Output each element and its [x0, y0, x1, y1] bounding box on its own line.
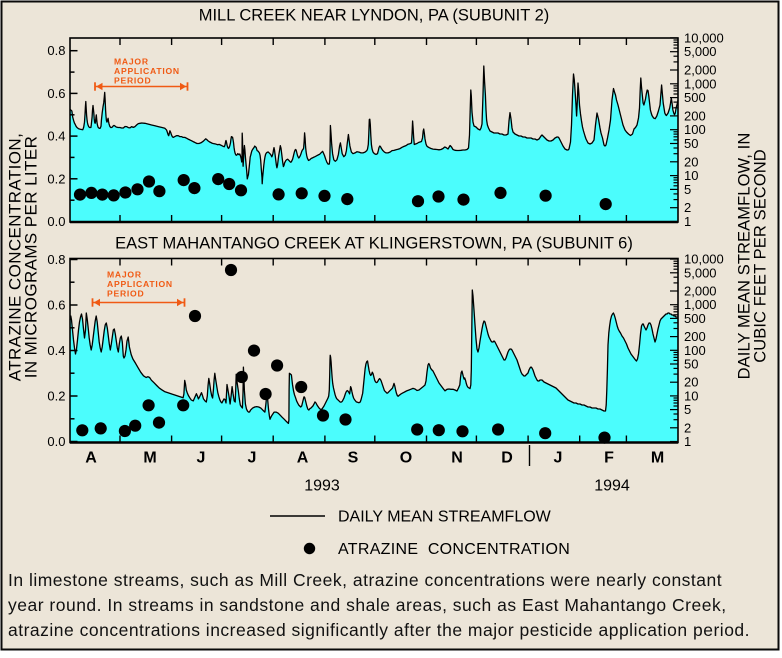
svg-text:500: 500: [684, 311, 706, 326]
svg-text:D: D: [501, 450, 513, 467]
svg-text:20: 20: [684, 154, 698, 169]
svg-text:A: A: [297, 450, 309, 467]
svg-text:J: J: [554, 450, 563, 467]
svg-text:2: 2: [684, 420, 691, 435]
svg-text:J: J: [197, 450, 206, 467]
svg-text:1994: 1994: [594, 478, 630, 495]
svg-text:1,000: 1,000: [684, 76, 717, 91]
svg-text:year round. In streams in sand: year round. In streams in sandstone and …: [8, 595, 727, 615]
svg-text:In limestone streams, such as: In limestone streams, such as Mill Creek…: [8, 570, 722, 590]
svg-text:A: A: [85, 450, 97, 467]
svg-text:F: F: [604, 450, 614, 467]
svg-text:0.4: 0.4: [47, 129, 65, 144]
svg-text:J: J: [248, 450, 257, 467]
svg-text:ATRAZINE CONCENTRATION,: ATRAZINE CONCENTRATION,: [6, 133, 25, 381]
svg-text:5,000: 5,000: [684, 265, 717, 280]
svg-text:1: 1: [684, 214, 691, 229]
svg-text:0.8: 0.8: [47, 252, 65, 267]
svg-text:5: 5: [684, 402, 691, 417]
svg-text:10: 10: [684, 168, 698, 183]
svg-text:APPLICATION: APPLICATION: [107, 279, 173, 289]
svg-text:2,000: 2,000: [684, 63, 717, 78]
svg-text:100: 100: [684, 122, 706, 137]
svg-text:APPLICATION: APPLICATION: [114, 66, 180, 76]
svg-text:0.0: 0.0: [47, 214, 65, 229]
svg-text:5: 5: [684, 182, 691, 197]
svg-text:500: 500: [684, 90, 706, 105]
svg-text:100: 100: [684, 343, 706, 358]
svg-text:0.6: 0.6: [47, 86, 65, 101]
svg-text:2,000: 2,000: [684, 284, 717, 299]
svg-text:0.0: 0.0: [47, 434, 65, 449]
svg-text:50: 50: [684, 136, 698, 151]
svg-text:10: 10: [684, 388, 698, 403]
svg-text:N: N: [451, 450, 463, 467]
svg-text:atrazine concentrations increa: atrazine concentrations increased signif…: [8, 620, 750, 640]
svg-text:S: S: [348, 450, 359, 467]
svg-text:IN MICROGRAMS PER LITER: IN MICROGRAMS PER LITER: [22, 136, 41, 379]
svg-text:PERIOD: PERIOD: [107, 289, 144, 299]
svg-text:ATRAZINE CONCENTRATION: ATRAZINE CONCENTRATION: [338, 541, 570, 558]
svg-text:200: 200: [684, 329, 706, 344]
svg-text:M: M: [651, 450, 664, 467]
svg-text:MAJOR: MAJOR: [107, 270, 142, 280]
svg-text:DAILY MEAN STREAMFLOW: DAILY MEAN STREAMFLOW: [338, 509, 552, 526]
svg-text:1,000: 1,000: [684, 297, 717, 312]
svg-text:0.2: 0.2: [47, 171, 65, 186]
svg-text:M: M: [143, 450, 156, 467]
svg-text:0.2: 0.2: [47, 389, 65, 404]
svg-text:CUBIC FEET PER SECOND: CUBIC FEET PER SECOND: [752, 149, 770, 363]
svg-text:0.8: 0.8: [47, 43, 65, 58]
svg-text:5,000: 5,000: [684, 44, 717, 59]
svg-text:0.6: 0.6: [47, 298, 65, 313]
svg-text:1993: 1993: [304, 478, 340, 495]
svg-text:50: 50: [684, 357, 698, 372]
svg-text:MAJOR: MAJOR: [114, 57, 149, 67]
svg-text:2: 2: [684, 200, 691, 215]
svg-text:O: O: [400, 450, 412, 467]
svg-text:DAILY MEAN STREAMFLOW, IN: DAILY MEAN STREAMFLOW, IN: [736, 133, 754, 380]
svg-text:10,000: 10,000: [684, 252, 724, 267]
svg-text:EAST MAHANTANGO CREEK AT KLING: EAST MAHANTANGO CREEK AT KLINGERSTOWN, P…: [115, 235, 633, 253]
svg-text:PERIOD: PERIOD: [114, 76, 151, 86]
svg-text:10,000: 10,000: [684, 30, 724, 45]
svg-text:MILL CREEK NEAR LYNDON, PA (SU: MILL CREEK NEAR LYNDON, PA (SUBUNIT 2): [199, 7, 550, 25]
svg-text:20: 20: [684, 375, 698, 390]
svg-text:1: 1: [684, 434, 691, 449]
svg-text:0.4: 0.4: [47, 343, 65, 358]
svg-text:200: 200: [684, 108, 706, 123]
